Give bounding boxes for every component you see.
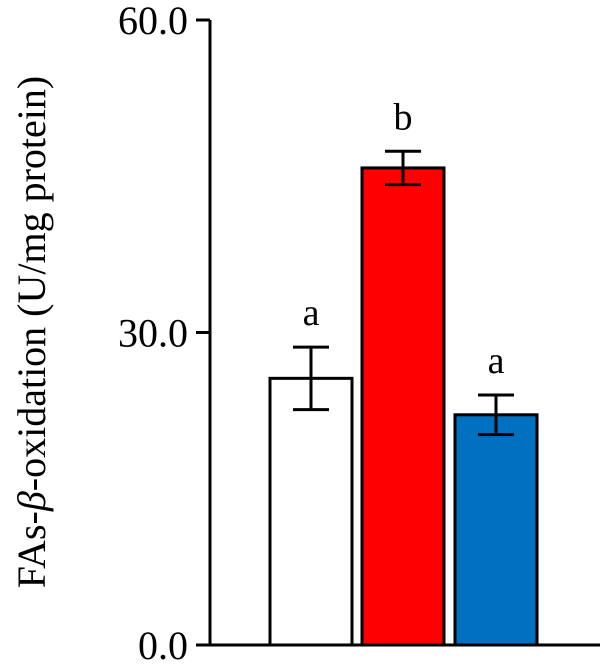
significance-labels: a b a xyxy=(303,96,505,382)
significance-label: a xyxy=(303,292,320,334)
bars xyxy=(268,166,539,647)
y-tick-label: 0.0 xyxy=(138,623,188,668)
bar xyxy=(360,166,446,647)
y-axis-label-symbol: β xyxy=(9,491,54,512)
significance-label: b xyxy=(394,96,413,138)
y-axis-label-prefix: FAs- xyxy=(9,511,54,588)
significance-label: a xyxy=(488,340,505,382)
error-bars xyxy=(293,149,514,437)
y-ticks: 0.0 30.0 60.0 xyxy=(118,0,210,668)
bar xyxy=(453,413,539,647)
y-axis-label: FAs-β-oxidation (U/mg protein) xyxy=(9,76,54,588)
bar xyxy=(268,376,354,647)
y-axis-label-suffix: -oxidation (U/mg protein) xyxy=(9,76,54,491)
y-tick-label: 60.0 xyxy=(118,0,188,43)
y-tick-label: 30.0 xyxy=(118,311,188,356)
